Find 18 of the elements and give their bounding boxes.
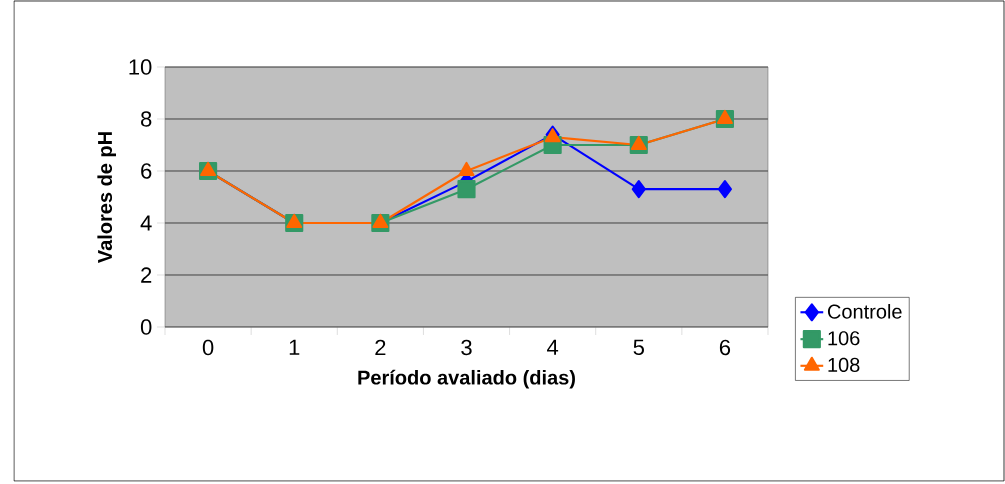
y-tick-label: 10 (129, 59, 152, 75)
x-axis-title: Período avaliado (dias) (358, 369, 575, 389)
y-tick-label: 2 (141, 267, 152, 283)
y-axis-title: Valores de pH (97, 132, 116, 263)
x-tick-label: 5 (633, 339, 644, 356)
y-tick-label: 0 (140, 319, 152, 335)
y-tick-label: 8 (141, 111, 152, 127)
x-tick-label: 6 (719, 339, 731, 356)
x-tick-label: 1 (289, 339, 300, 355)
x-tick-label: 3 (461, 339, 472, 356)
legend-label: 106 (828, 331, 860, 346)
legend-label: Controle (827, 304, 902, 319)
x-tick-label: 4 (547, 339, 559, 355)
legend-label: 108 (828, 357, 860, 372)
y-tick-label: 6 (141, 163, 152, 179)
x-tick-label: 2 (375, 339, 386, 356)
x-tick-label: 0 (202, 339, 214, 356)
y-tick-label: 4 (140, 215, 152, 231)
